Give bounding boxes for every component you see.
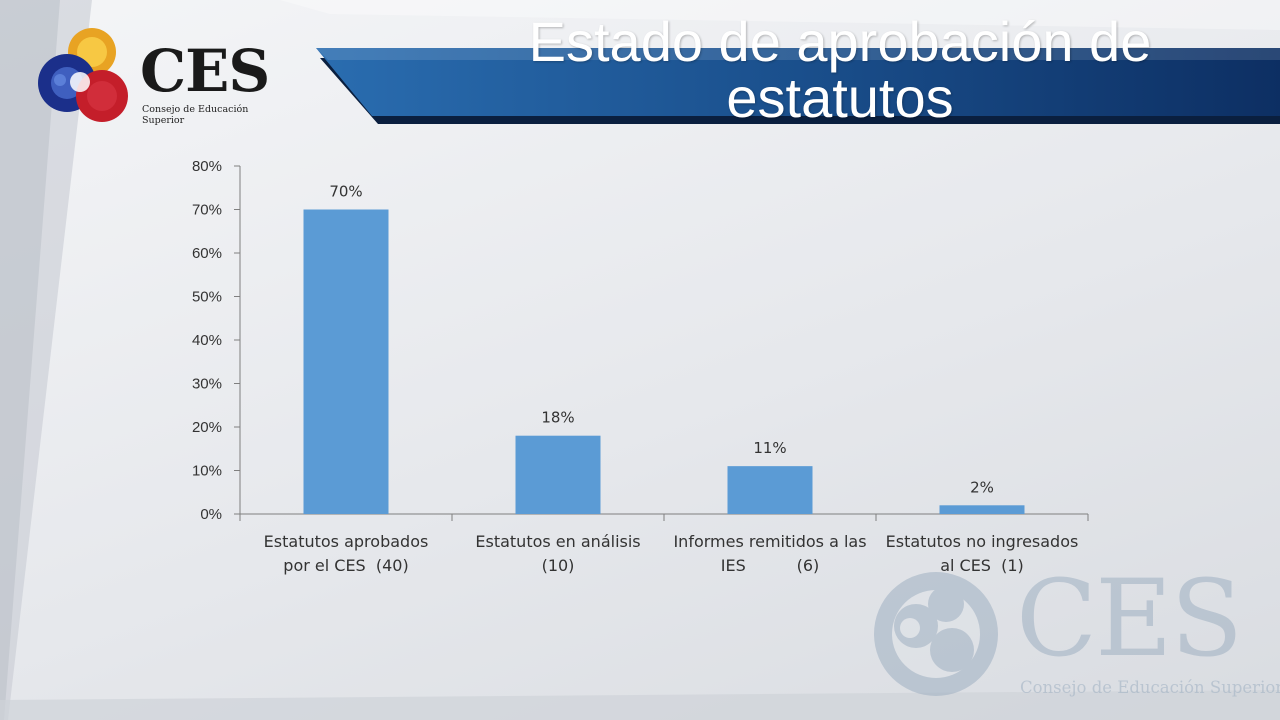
logo-brand: CES: [140, 37, 270, 105]
category-label: (10): [542, 556, 575, 575]
ces-emblem-icon: [38, 28, 128, 122]
y-tick-label: 80%: [192, 158, 222, 175]
y-tick-label: 0%: [200, 506, 222, 523]
ces-logo: CES Consejo de Educación Superior: [36, 26, 276, 126]
y-tick-label: 30%: [192, 376, 222, 393]
data-label: 70%: [329, 183, 362, 201]
category-label: IES (6): [721, 556, 820, 575]
category-label: por el CES (40): [283, 556, 408, 575]
category-label: Estatutos no ingresados: [886, 532, 1079, 551]
bar: [727, 466, 813, 514]
category-label: Informes remitidos a las: [673, 532, 866, 551]
watermark-brand: CES: [1016, 557, 1243, 680]
slide-title: Estado de aprobación de estatutos: [528, 10, 1152, 129]
category-label: Estatutos en análisis: [475, 532, 640, 551]
data-label: 18%: [541, 409, 574, 427]
data-label: 11%: [753, 439, 786, 457]
watermark-subtitle: Consejo de Educación Superior: [1020, 678, 1280, 697]
category-label: al CES (1): [940, 556, 1024, 575]
y-tick-label: 20%: [192, 419, 222, 436]
bar: [939, 505, 1025, 514]
y-tick-label: 40%: [192, 332, 222, 349]
header-band: [316, 48, 1280, 124]
y-tick-label: 50%: [192, 289, 222, 306]
y-tick-label: 60%: [192, 245, 222, 262]
ces-watermark: CES Consejo de Educación Superior: [866, 566, 1280, 710]
logo-subtitle: Consejo de Educación Superior: [142, 104, 249, 126]
y-tick-label: 10%: [192, 463, 222, 480]
data-label: 2%: [970, 478, 994, 496]
y-tick-label: 70%: [192, 202, 222, 219]
category-label: Estatutos aprobados: [264, 532, 429, 551]
bar: [303, 209, 389, 514]
ces-watermark-emblem-icon: [874, 572, 998, 696]
bar: [515, 435, 601, 514]
